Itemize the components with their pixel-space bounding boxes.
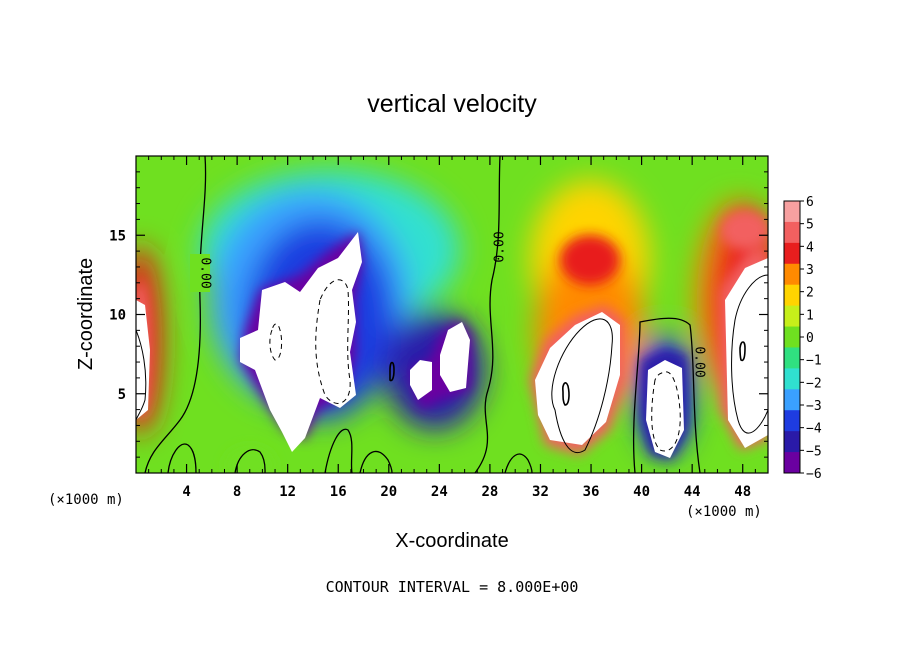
contour-interval-footer: CONTOUR INTERVAL = 8.000E+00 — [326, 578, 579, 596]
colorbar-label-1: 5 — [806, 218, 814, 233]
contour-label-middle: 0.00 — [493, 231, 508, 262]
white-downdraft-22 — [410, 360, 432, 400]
x-tick-label-4: 20 — [380, 484, 397, 500]
x-tick-label-5: 24 — [431, 484, 448, 500]
contour-label-left: 0.00 — [198, 257, 213, 288]
colorbar-swatch-0 — [784, 201, 800, 223]
colorbar-label-6: 0 — [806, 331, 814, 346]
colorbar-swatch-10 — [784, 410, 800, 432]
contour-labels: 0.00 0.00 0.00 — [190, 231, 707, 378]
x-tick-label-1: 8 — [233, 484, 241, 500]
contour-positive-34-small — [562, 382, 570, 406]
x-tick-label-10: 44 — [684, 484, 701, 500]
contour-small-20 — [389, 361, 395, 382]
colorbar: 6 5 4 3 2 1 0 −1 −2 −3 −4 −5 −6 — [783, 195, 822, 482]
x-tick-label-2: 12 — [279, 484, 296, 500]
contour-negative-16 — [315, 279, 351, 404]
contour-bottom-bump-3 — [324, 428, 353, 473]
x-unit-label-right: (×1000 m) — [686, 504, 762, 520]
x-tick-label-11: 48 — [734, 484, 751, 500]
white-downdraft-24 — [440, 322, 470, 392]
colorbar-swatch-12 — [784, 452, 800, 474]
contour-label-right: 0.00 — [692, 346, 707, 377]
contour-positive-36 — [551, 318, 613, 453]
white-updraft-36 — [535, 312, 620, 445]
colorbar-label-2: 4 — [806, 240, 814, 255]
colorbar-label-9: −3 — [806, 399, 822, 414]
contour-positive-48 — [731, 274, 768, 434]
x-tick-label-7: 32 — [532, 484, 549, 500]
white-downdraft-42 — [646, 360, 684, 458]
colorbar-label-10: −4 — [806, 422, 822, 437]
x-tick-label-6: 28 — [481, 484, 498, 500]
contour-lines — [136, 156, 768, 473]
contour-negative-42 — [651, 371, 681, 452]
y-tick-label-1: 10 — [109, 308, 126, 324]
colorbar-swatch-9 — [784, 389, 800, 411]
contour-zero-right — [632, 317, 701, 473]
colorbar-label-7: −1 — [806, 354, 822, 369]
colorbar-label-3: 3 — [806, 263, 814, 278]
colorbar-label-11: −5 — [806, 444, 822, 459]
colorbar-swatch-2 — [784, 242, 800, 265]
out-of-range-regions — [136, 232, 768, 458]
core-green-bottom — [225, 447, 275, 473]
contour-bottom-bump-1 — [167, 443, 197, 473]
contour-small-12 — [269, 323, 283, 361]
colorbar-label-4: 2 — [806, 286, 814, 301]
x-tick-label-3: 16 — [330, 484, 347, 500]
contour-bottom-bump-4 — [359, 450, 393, 473]
x-tick-label-9: 40 — [633, 484, 650, 500]
colorbar-swatch-5 — [784, 305, 800, 328]
contour-bottom-bump-5 — [504, 453, 533, 473]
contour-left-edge — [136, 329, 147, 421]
white-updraft-48 — [725, 258, 768, 448]
heatmap-plot-area: 0.00 0.00 0.00 — [136, 156, 768, 473]
colorbar-swatch-8 — [784, 368, 800, 390]
colorbar-swatch-7 — [784, 347, 800, 369]
colorbar-swatch-3 — [784, 263, 800, 286]
colorbar-swatch-6 — [784, 326, 800, 348]
y-tick-label-2: 15 — [109, 228, 126, 244]
contour-zero-middle — [474, 156, 501, 473]
x-tick-label-0: 4 — [182, 484, 190, 500]
y-tick-label-0: 5 — [118, 387, 126, 403]
contour-positive-48-small — [739, 341, 746, 362]
core-warm-top-right — [560, 235, 620, 285]
x-unit-label-left: (×1000 m) — [48, 492, 124, 508]
x-axis-label: X-coordinate — [395, 530, 508, 552]
colorbar-swatch-4 — [784, 284, 800, 307]
colorbar-label-12: −6 — [806, 467, 822, 482]
x-tick-label-8: 36 — [583, 484, 600, 500]
white-downdraft-big — [240, 232, 362, 452]
chart-title: vertical velocity — [367, 90, 537, 118]
colorbar-swatch-1 — [784, 221, 800, 244]
contour-zero-left — [144, 156, 207, 473]
colorbar-swatch-11 — [784, 431, 800, 453]
colorbar-label-5: 1 — [806, 308, 814, 323]
colorbar-label-0: 6 — [806, 195, 814, 210]
y-axis-label: Z-coordinate — [75, 258, 97, 370]
colorbar-label-8: −2 — [806, 376, 822, 391]
core-red-top-right — [720, 210, 768, 250]
contour-bottom-bump-2 — [234, 449, 266, 473]
